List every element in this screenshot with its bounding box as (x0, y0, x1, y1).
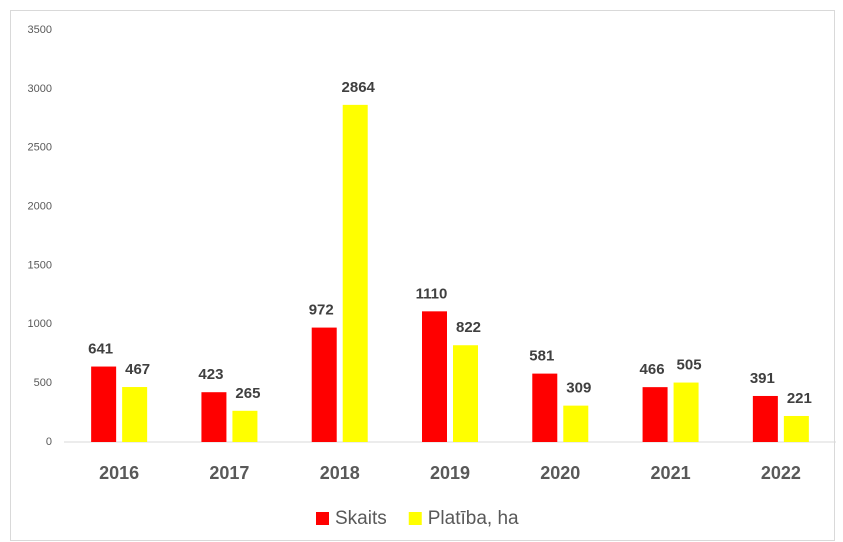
data-label: 466 (640, 361, 665, 378)
bar (342, 104, 368, 443)
bar (122, 387, 148, 442)
x-tick-label: 2020 (540, 463, 580, 483)
y-tick-label: 3500 (28, 24, 52, 36)
bar (422, 311, 447, 442)
x-tick-label: 2017 (209, 463, 249, 483)
y-tick-label: 1000 (28, 318, 52, 330)
y-tick-label: 1500 (28, 259, 52, 271)
bar (311, 327, 337, 442)
bar (201, 392, 227, 442)
x-tick-label: 2019 (430, 463, 470, 483)
bar (532, 373, 558, 442)
data-label: 822 (456, 319, 481, 336)
bar (642, 387, 668, 442)
bar (783, 415, 809, 442)
legend-label: Skaits (335, 508, 387, 529)
y-tick-label: 2000 (28, 200, 52, 212)
legend-swatch (408, 512, 422, 525)
data-label: 265 (235, 385, 260, 402)
data-label: 391 (750, 370, 775, 387)
chart-border (10, 10, 835, 541)
bar (453, 345, 478, 442)
bar (752, 395, 778, 442)
data-label: 2864 (342, 79, 376, 96)
y-tick-label: 0 (46, 436, 52, 448)
data-label: 467 (125, 361, 150, 378)
bar (673, 382, 699, 442)
x-tick-label: 2022 (761, 463, 801, 483)
data-label: 581 (529, 348, 554, 365)
legend-label: Platība, ha (428, 508, 519, 529)
y-tick-label: 3000 (28, 83, 52, 95)
data-label: 505 (677, 357, 702, 374)
bar (232, 410, 258, 442)
bar (91, 366, 117, 442)
data-label: 972 (309, 302, 334, 319)
data-label: 641 (88, 341, 113, 358)
y-tick-label: 500 (34, 377, 52, 389)
x-tick-label: 2016 (99, 463, 139, 483)
data-label: 423 (198, 366, 223, 383)
y-tick-label: 2500 (28, 142, 52, 154)
legend-swatch (316, 512, 329, 525)
data-label: 309 (566, 380, 591, 397)
data-label: 221 (787, 390, 812, 407)
bar (563, 405, 589, 442)
x-tick-label: 2021 (651, 463, 691, 483)
x-tick-label: 2018 (320, 463, 360, 483)
data-label: 1110 (416, 285, 448, 302)
